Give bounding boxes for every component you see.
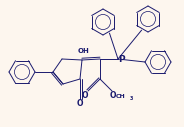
Text: 3: 3: [129, 96, 133, 100]
Text: O: O: [77, 99, 83, 108]
Text: CH: CH: [116, 93, 126, 99]
Text: O: O: [82, 91, 88, 100]
Text: O: O: [110, 91, 116, 100]
Text: P: P: [118, 54, 124, 64]
Text: OH: OH: [78, 48, 90, 54]
